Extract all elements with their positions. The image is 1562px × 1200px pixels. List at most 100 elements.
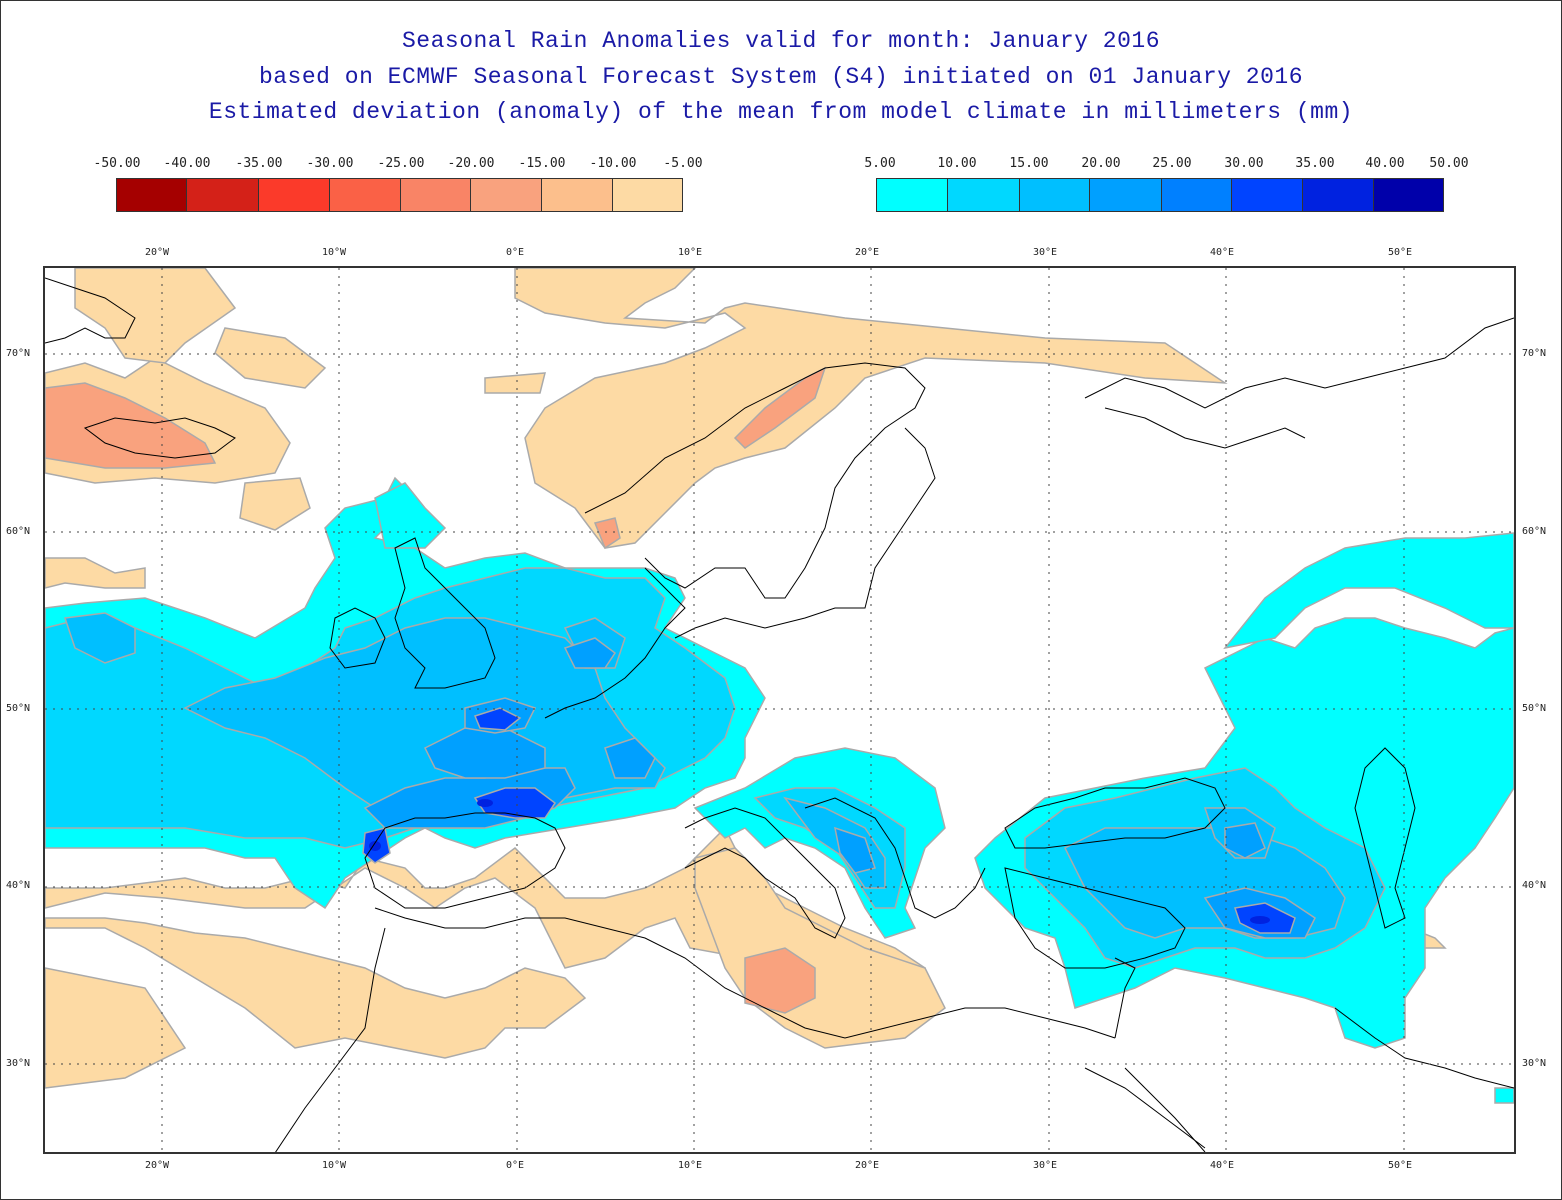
anomaly-map[interactable] [45, 268, 1514, 1152]
wet-anomaly-darkest [369, 799, 1270, 924]
coast-red-sea [1124, 1067, 1206, 1152]
wet-area-north-uk [374, 482, 447, 549]
coast-russia-arctic [1084, 317, 1514, 409]
lon-label-bottom: 20°W [145, 1160, 170, 1171]
legend-swatch [116, 178, 187, 212]
lon-label-bottom: 10°E [678, 1160, 703, 1171]
legend-label: -40.00 [163, 156, 211, 171]
wet-area-montenegro [834, 826, 876, 874]
legend-label: -25.00 [377, 156, 425, 171]
lat-label-right: 30°N [1522, 1058, 1547, 1069]
wet-area-nw-atl [63, 612, 136, 664]
lon-label-top: 20°E [855, 247, 880, 258]
lon-label-top: 50°E [1388, 247, 1413, 258]
legend-swatch [1302, 178, 1374, 212]
wet-area-persian-gulf [1494, 1087, 1514, 1104]
lat-label-right: 70°N [1522, 348, 1547, 359]
coast-baltic [674, 427, 936, 639]
legend-label: -35.00 [235, 156, 283, 171]
map-title: Seasonal Rain Anomalies valid for month:… [401, 28, 1161, 54]
coast-europe-north [544, 567, 686, 719]
legend-label: 35.00 [1295, 156, 1335, 171]
legend-label: 20.00 [1081, 156, 1121, 171]
lon-label-top: 40°E [1210, 247, 1235, 258]
legend-label: 10.00 [937, 156, 977, 171]
legend-label: -15.00 [518, 156, 566, 171]
legend-swatch [400, 178, 471, 212]
dry-area-iceland-core [45, 382, 217, 469]
map-description: Estimated deviation (anomaly) of the mea… [208, 99, 1354, 125]
legend-swatch [186, 178, 259, 212]
legend-label: 5.00 [864, 156, 896, 171]
legend-label: -30.00 [306, 156, 354, 171]
wet-area-bay-core [473, 787, 557, 819]
map-subtitle: based on ECMWF Seasonal Forecast System … [258, 64, 1304, 90]
legend-label: -50.00 [93, 156, 141, 171]
lon-label-bottom: 40°E [1210, 1160, 1235, 1171]
dry-area-norway-core [733, 366, 827, 449]
legend-swatch [612, 178, 683, 212]
dry-area-norway-sea [484, 372, 546, 394]
lat-label-right: 60°N [1522, 526, 1547, 537]
lon-label-bottom: 10°W [322, 1160, 347, 1171]
dry-area-norway-south [593, 517, 621, 550]
dry-anomaly-stronger [45, 366, 827, 1014]
lat-label-left: 30°N [6, 1058, 31, 1069]
wet-area-english-channel [473, 707, 522, 731]
legend-swatch [1089, 178, 1162, 212]
legend-label: 50.00 [1429, 156, 1469, 171]
legend-swatch [1019, 178, 1090, 212]
wet-max-bay [477, 799, 493, 807]
coast-arabia [1084, 1067, 1206, 1149]
coast-kola [1104, 407, 1306, 449]
coast-balkans [804, 797, 986, 919]
coastlines [45, 277, 1514, 1152]
dry-area-norway [514, 268, 1228, 549]
legend-swatch [1373, 178, 1444, 212]
lon-label-bottom: 20°E [855, 1160, 880, 1171]
lon-label-bottom: 50°E [1388, 1160, 1413, 1171]
wet-max-galicia [369, 841, 381, 851]
lat-label-left: 50°N [6, 703, 31, 714]
wet-anomaly-deep-blue [362, 707, 1296, 934]
map-panel[interactable] [43, 266, 1516, 1154]
lon-label-bottom: 0°E [506, 1160, 525, 1171]
coast-turkey [1004, 867, 1186, 969]
legend-label: 25.00 [1152, 156, 1192, 171]
lon-label-top: 30°E [1033, 247, 1058, 258]
lat-label-left: 60°N [6, 526, 31, 537]
coast-britain [394, 537, 496, 689]
dry-area-sahara-west [45, 967, 187, 1089]
wet-area-georgia [1224, 822, 1266, 859]
lon-label-top: 20°W [145, 247, 170, 258]
coast-caspian [1354, 747, 1416, 929]
dry-area-faroe [239, 477, 311, 531]
legend-swatch [1161, 178, 1232, 212]
lat-label-right: 40°N [1522, 880, 1547, 891]
coast-black-sea [1004, 777, 1226, 849]
legend-swatch [1231, 178, 1303, 212]
coast-italy [684, 807, 846, 939]
dry-area-greenland [74, 268, 237, 364]
dry-area-north-atl [45, 557, 146, 589]
coast-gulf [1334, 1007, 1514, 1089]
legend-label: -10.00 [589, 156, 637, 171]
coast-north-africa [374, 907, 1116, 1039]
wet-max-iraq [1250, 916, 1270, 924]
legend-swatch [258, 178, 330, 212]
lat-label-left: 40°N [6, 880, 31, 891]
legend-label: 15.00 [1009, 156, 1049, 171]
legend-swatch [876, 178, 948, 212]
legend-swatch [329, 178, 401, 212]
coast-levant [1114, 957, 1136, 1039]
legend-swatch [470, 178, 542, 212]
legend-swatch [541, 178, 613, 212]
coast-iberia [364, 812, 566, 909]
lon-label-top: 10°E [678, 247, 703, 258]
coast-greenland [45, 277, 136, 344]
lon-label-bottom: 30°E [1033, 1160, 1058, 1171]
lat-lon-grid [45, 268, 1514, 1152]
wet-area-north-sea [563, 637, 617, 669]
coast-sahara-border [275, 927, 386, 1152]
wet-area-ukraine [1223, 532, 1514, 650]
